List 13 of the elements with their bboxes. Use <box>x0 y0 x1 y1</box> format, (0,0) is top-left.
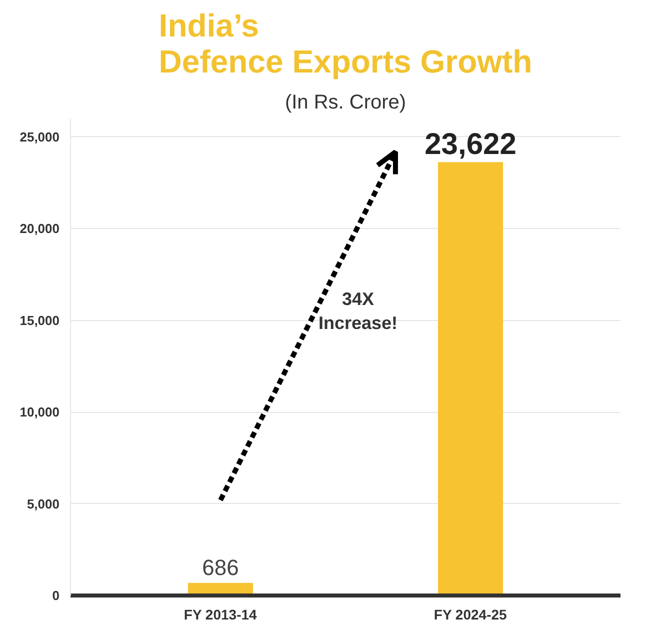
x-tick-label: FY 2013-14 <box>184 606 258 622</box>
data-label: 23,622 <box>424 128 516 162</box>
y-tick-label: 25,000 <box>20 129 60 144</box>
y-tick-label: 0 <box>52 588 60 603</box>
chart-subtitle: (In Rs. Crore) <box>284 92 406 114</box>
y-tick-label: 15,000 <box>20 312 60 328</box>
chart-title: India’s Defence Exports Growth <box>158 8 532 80</box>
y-tick-label: 5,000 <box>26 496 60 512</box>
annotation: 34X Increase! <box>318 289 398 334</box>
data-label: 686 <box>202 554 239 580</box>
y-tick-label: 10,000 <box>20 404 60 420</box>
y-tick-label: 20,000 <box>20 221 60 236</box>
x-tick-label: FY 2024-25 <box>434 606 508 622</box>
